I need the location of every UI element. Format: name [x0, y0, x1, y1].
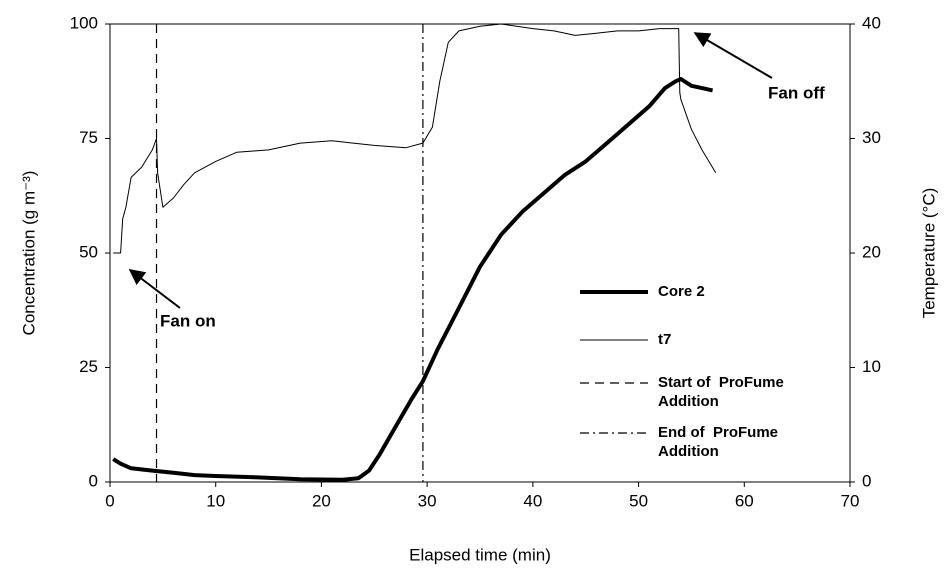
x-tick-label: 20 [312, 491, 331, 510]
x-axis-label: Elapsed time (min) [409, 545, 551, 564]
legend-label: t7 [658, 331, 672, 348]
x-tick-label: 10 [206, 491, 225, 510]
y2-axis-label: Temperature (°C) [919, 188, 938, 319]
y-axis-label: Concentration (g m⁻³) [19, 171, 38, 336]
x-tick-label: 70 [841, 491, 860, 510]
legend-label: End of ProFume Addition [658, 424, 782, 460]
x-tick-label: 60 [735, 491, 754, 510]
y2-tick-label: 40 [862, 13, 881, 32]
legend-label: Core 2 [658, 283, 705, 300]
legend-item: Start of ProFume Addition [658, 374, 788, 410]
y-tick-label: 50 [79, 242, 98, 261]
y2-tick-label: 0 [862, 471, 871, 490]
legend-item: t7 [658, 331, 672, 348]
annotation-arrow [128, 269, 181, 309]
y-tick-label: 75 [79, 128, 98, 147]
y2-tick-label: 10 [862, 357, 881, 376]
legend-label: Start of ProFume Addition [658, 374, 788, 410]
x-tick-label: 0 [105, 491, 114, 510]
x-tick-label: 30 [418, 491, 437, 510]
x-tick-label: 50 [629, 491, 648, 510]
legend-item: End of ProFume Addition [658, 424, 782, 460]
data-line [112, 77, 714, 482]
y2-tick-label: 30 [862, 128, 881, 147]
y-tick-label: 100 [70, 13, 98, 32]
legend-item: Core 2 [658, 283, 705, 300]
y-tick-label: 0 [89, 471, 98, 490]
annotation-arrow [693, 32, 773, 79]
y-tick-label: 25 [79, 357, 98, 376]
annotation: Fan off [768, 83, 825, 102]
annotation: Fan on [160, 311, 216, 330]
y2-tick-label: 20 [862, 242, 881, 261]
x-tick-label: 40 [523, 491, 542, 510]
data-line [113, 23, 717, 254]
